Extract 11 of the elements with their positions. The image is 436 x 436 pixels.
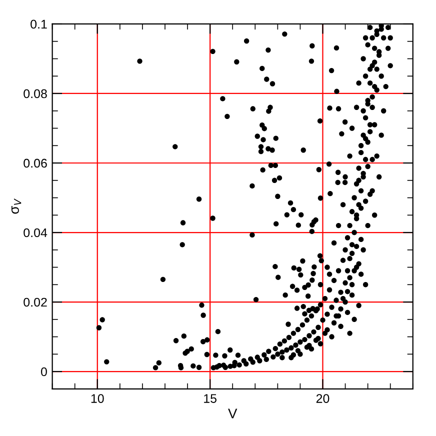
y-tick-label: 0.1 [30,20,47,29]
y-tick-label: 0.06 [24,158,47,168]
y-axis-title: σ$_{V}$ [12,198,22,214]
y-tick-label: 0.02 [24,298,47,307]
x-tick-label: 10 [91,394,104,403]
x-axis-title: V [228,408,238,418]
y-tick-label: 0.04 [24,228,48,238]
x-tick-label: 15 [204,394,216,403]
x-tick-label: 20 [316,394,330,403]
y-tick-label: 0.08 [24,89,47,98]
y-tick-label: 0 [40,367,47,376]
